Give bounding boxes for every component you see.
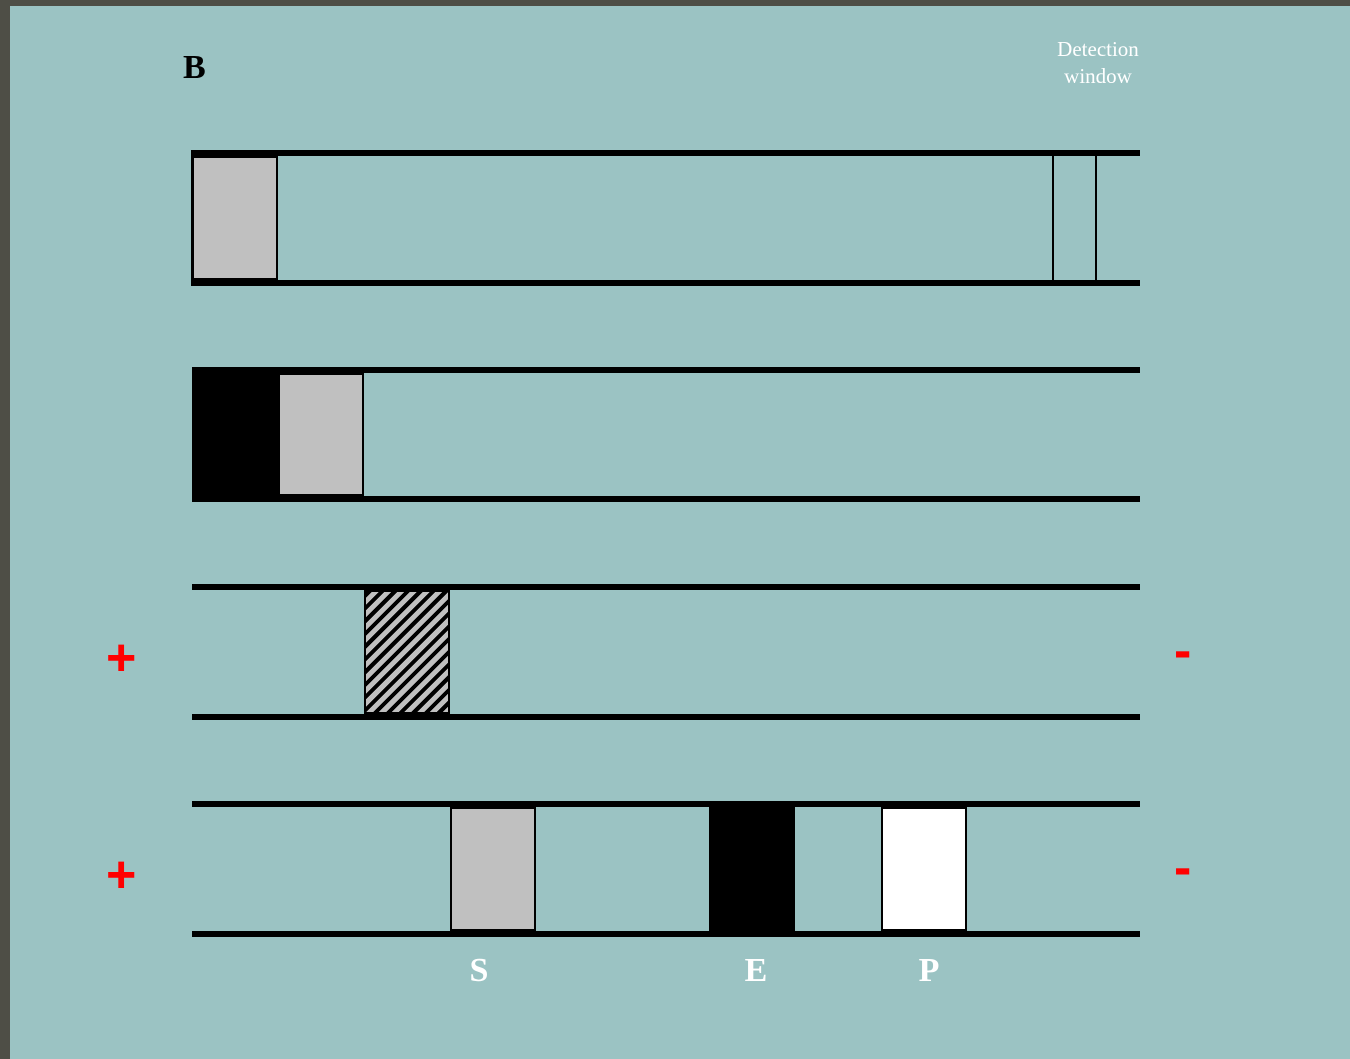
channel-4-product-band: [881, 807, 967, 931]
band-label-s: S: [469, 952, 489, 989]
channel-1-top-line: [192, 150, 1140, 156]
channel-2-black-band: [192, 367, 278, 502]
channel-2-grey-band: [278, 373, 364, 496]
channel-1-bottom-line: [192, 280, 1140, 286]
channel-3-hatched-band: [364, 590, 450, 714]
channel-3-bottom-line: [192, 714, 1140, 720]
channel-2-bottom-line: [192, 496, 1140, 502]
detection-window-caption: Detection window: [1040, 36, 1156, 90]
channel-4-enzyme-band: [709, 807, 795, 931]
channel-3-plus-sign: +: [106, 629, 137, 687]
channel-3-minus-sign: -: [1174, 622, 1192, 680]
band-label-p: P: [918, 952, 940, 989]
channel-3-top-line: [192, 584, 1140, 590]
band-label-e: E: [744, 952, 768, 989]
channel-1-grey-band: [192, 156, 278, 280]
slide-background: B Detection window + - + - S E P: [10, 6, 1350, 1059]
channel-4-top-line: [192, 801, 1140, 807]
detection-window-right-edge: [1095, 156, 1097, 280]
channel-2-top-line: [192, 367, 1140, 373]
channel-4-bottom-line: [192, 931, 1140, 937]
detection-window-caption-line2: window: [1064, 64, 1132, 88]
channel-4-plus-sign: +: [106, 846, 137, 904]
detection-window-left-edge: [1052, 156, 1054, 280]
channel-4-minus-sign: -: [1174, 839, 1192, 897]
channel-4-substrate-band: [450, 807, 536, 931]
panel-label: B: [183, 49, 206, 86]
detection-window-caption-line1: Detection: [1057, 37, 1139, 61]
